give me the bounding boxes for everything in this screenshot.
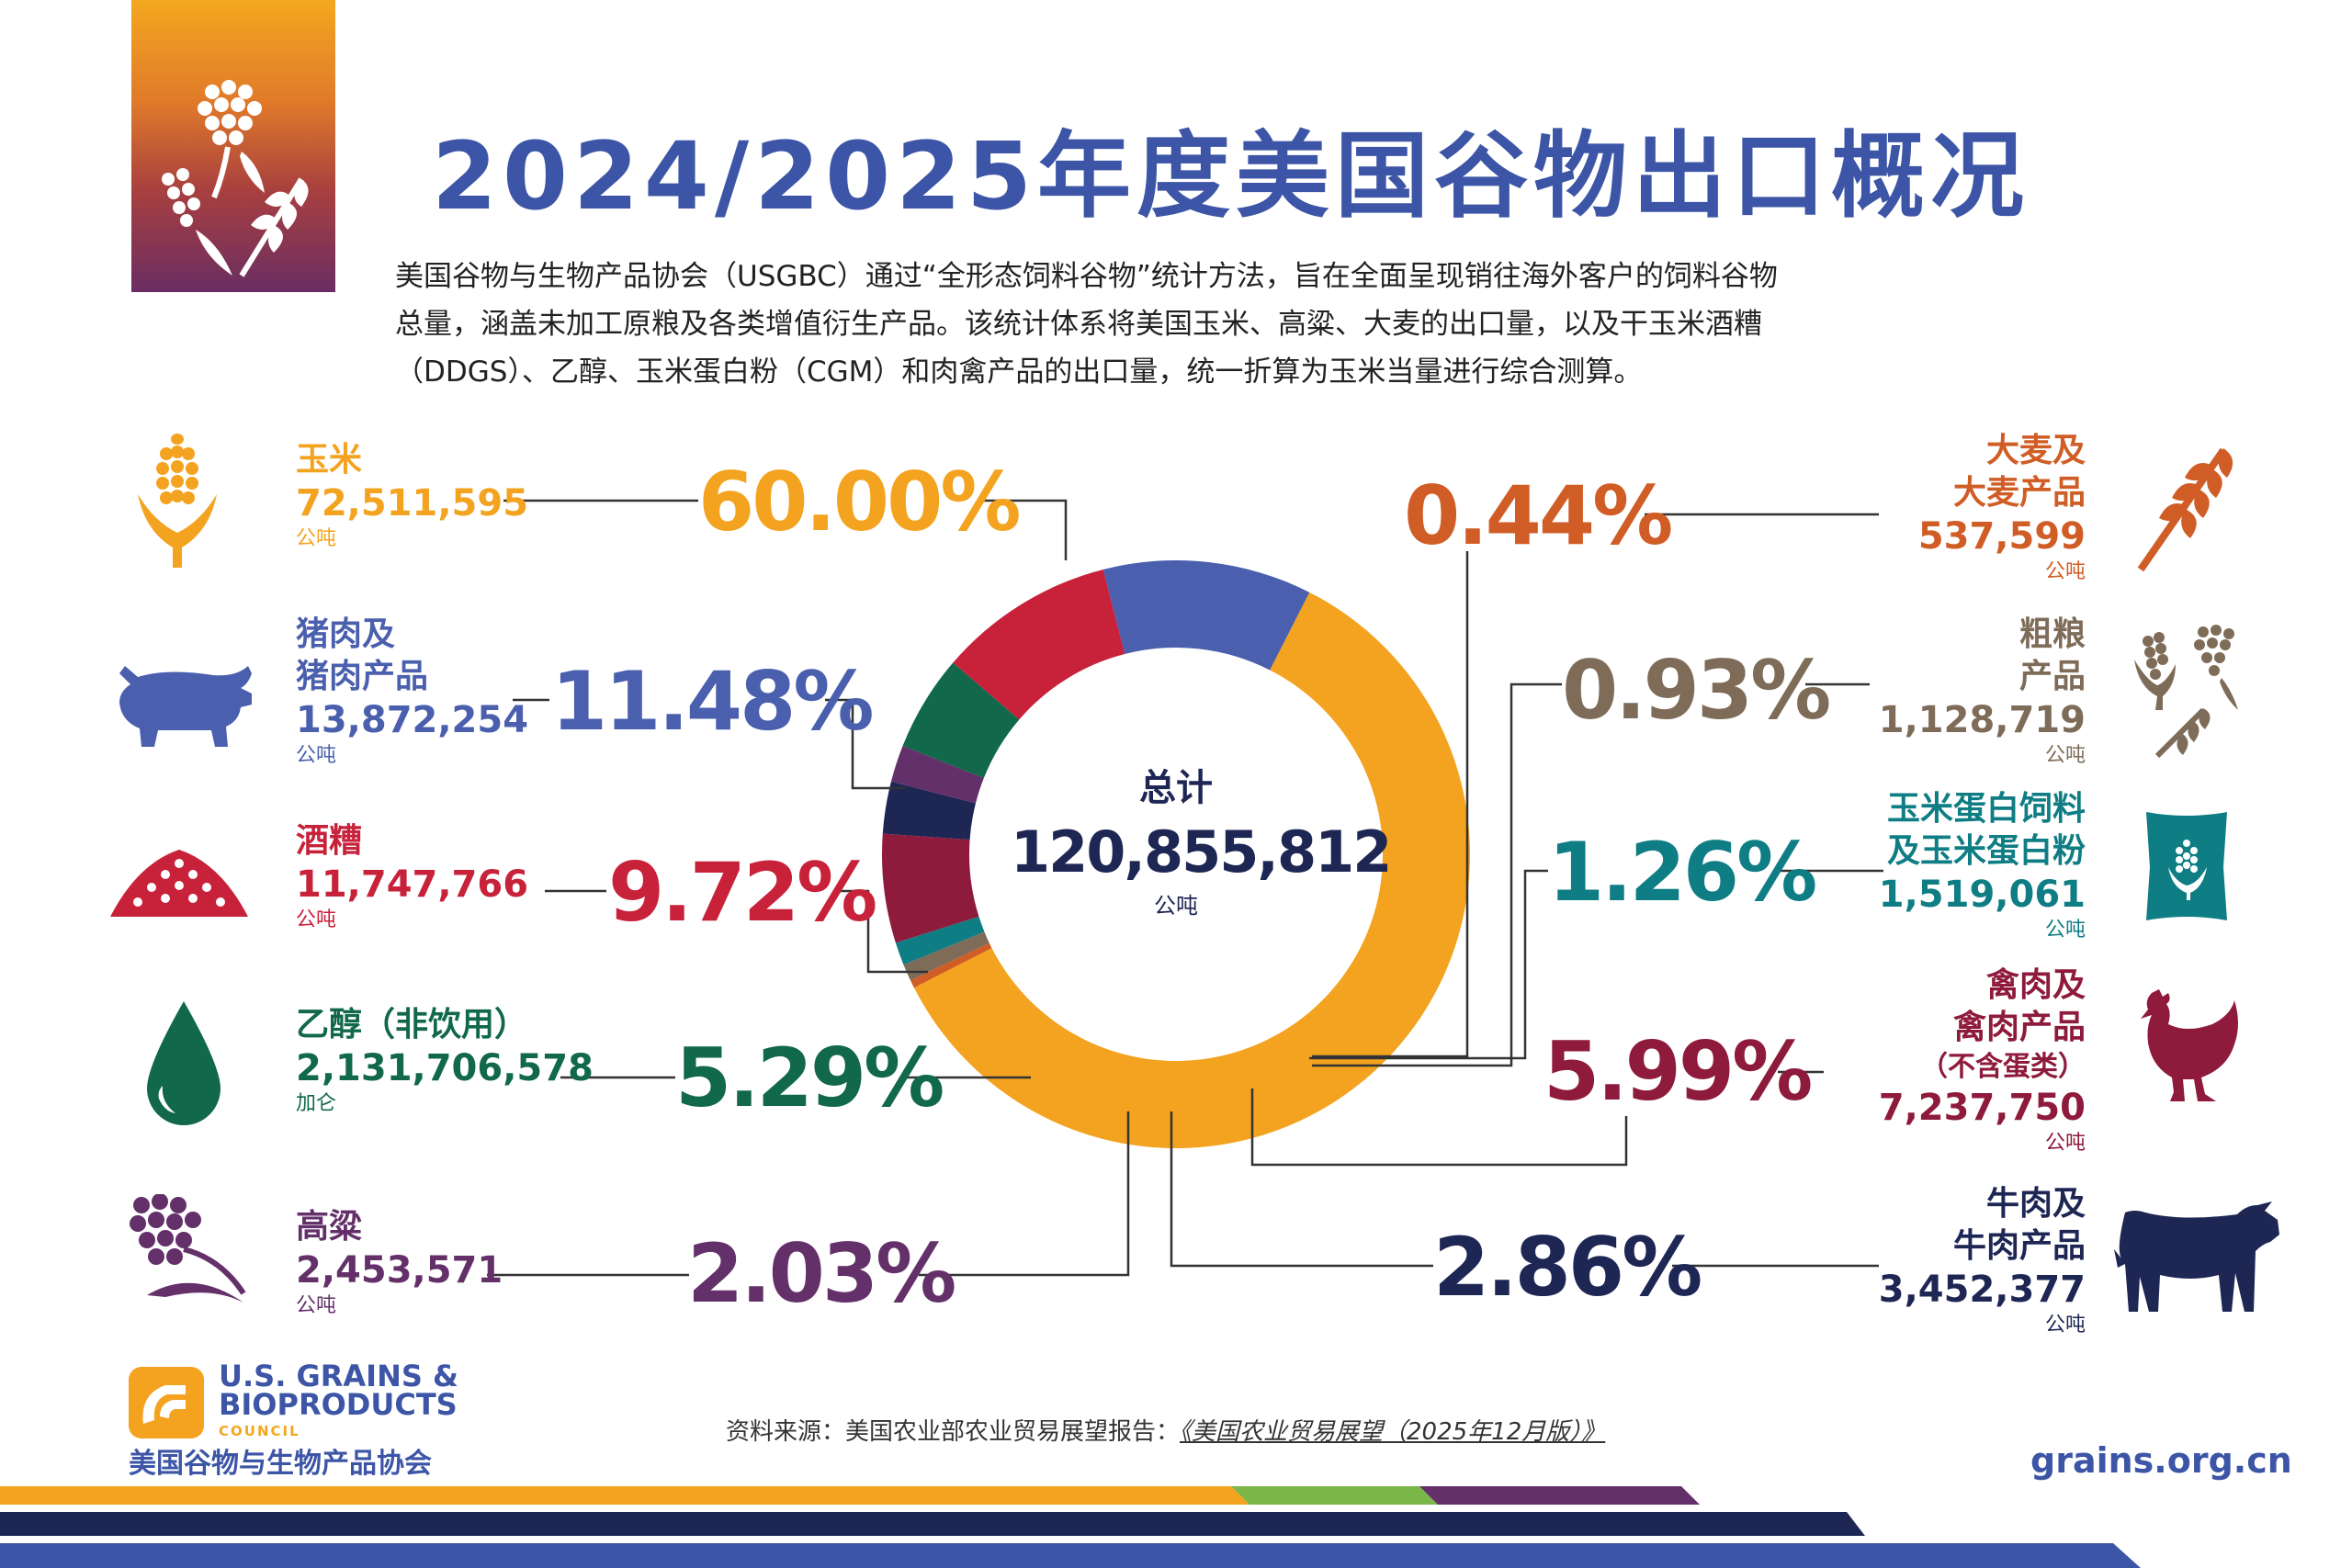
leader-line-barley bbox=[1312, 551, 1469, 1058]
grain-products-name-1: 粗粮 bbox=[2018, 615, 2086, 653]
cgf-name-2: 及玉米蛋白粉 bbox=[1886, 832, 2086, 870]
donut-slice bbox=[910, 942, 992, 988]
leader-line-beef bbox=[1170, 1111, 1433, 1268]
grain-logo-icon bbox=[162, 80, 309, 277]
barley-name-2: 大麦产品 bbox=[1952, 474, 2086, 512]
donut-slice bbox=[913, 592, 1470, 1148]
corn-percent: 60.00% bbox=[698, 455, 1022, 549]
leader-line-pork-2 bbox=[825, 698, 905, 790]
sorghum-icon bbox=[130, 1194, 246, 1303]
usgbc-logo-icon bbox=[129, 1367, 204, 1438]
leader-line-sorghum-2 bbox=[919, 1111, 1130, 1277]
intro-line: 美国谷物与生物产品协会（USGBC）通过“全形态饲料谷物”统计方法，旨在全面呈现… bbox=[395, 260, 1778, 293]
poultry-name-1: 禽肉及 bbox=[1985, 966, 2086, 1004]
cgf-unit: 公吨 bbox=[2044, 919, 2086, 942]
barley-name-1: 大麦及 bbox=[1985, 432, 2086, 469]
intro-paragraph: 美国谷物与生物产品协会（USGBC）通过“全形态饲料谷物”统计方法，旨在全面呈现… bbox=[395, 253, 2104, 396]
grain-products-percent: 0.93% bbox=[1562, 643, 1831, 738]
donut-slice bbox=[1102, 560, 1310, 671]
ddgs-name: 酒糟 bbox=[296, 822, 363, 860]
corn-name: 玉米 bbox=[296, 441, 363, 479]
cow-icon bbox=[2114, 1201, 2279, 1312]
corn-unit: 公吨 bbox=[296, 527, 337, 550]
ethanol-value: 2,131,706,578 bbox=[296, 1047, 594, 1089]
donut-slice bbox=[882, 781, 976, 840]
pork-name-2: 猪肉产品 bbox=[296, 658, 429, 695]
cgf-percent: 1.26% bbox=[1548, 825, 1817, 919]
droplet-icon bbox=[147, 1001, 220, 1125]
page-title: 2024/2025年度美国谷物出口概况 bbox=[432, 122, 2030, 231]
leader-line-corn-2 bbox=[983, 499, 1068, 560]
feed-bag-icon bbox=[2146, 812, 2227, 920]
beef-value: 3,452,377 bbox=[1878, 1269, 2086, 1311]
grain-products-value: 1,128,719 bbox=[1878, 699, 2086, 741]
bottom-stripes bbox=[0, 1486, 2141, 1568]
total-label: 总计 bbox=[1139, 767, 1213, 809]
pork-percent: 11.48% bbox=[551, 654, 875, 749]
pork-value: 13,872,254 bbox=[296, 699, 529, 741]
org-name-en-1: U.S. GRAINS & bbox=[219, 1359, 458, 1393]
poultry-value: 7,237,750 bbox=[1878, 1087, 2086, 1129]
intro-line: 总量，涵盖未加工原粮及各类增值衍生产品。该统计体系将美国玉米、高粱、大麦的出口量… bbox=[395, 308, 1762, 341]
leader-line-poultry bbox=[1250, 1089, 1628, 1167]
beef-unit: 公吨 bbox=[2044, 1314, 2086, 1337]
source-title-link[interactable]: 《美国农业贸易展望（2025年12月版）》 bbox=[1180, 1418, 1606, 1446]
org-name-cn: 美国谷物与生物产品协会 bbox=[129, 1448, 432, 1480]
sorghum-name: 高粱 bbox=[296, 1208, 363, 1246]
org-name-en: U.S. GRAINS & BIOPRODUCTS bbox=[219, 1359, 458, 1422]
donut-slice bbox=[882, 833, 979, 943]
ethanol-name: 乙醇（非饮用） bbox=[296, 1006, 528, 1043]
ethanol-percent: 5.29% bbox=[675, 1031, 944, 1125]
leader-line-cgf bbox=[1309, 869, 1548, 1060]
donut-slice bbox=[890, 746, 984, 804]
grain-products-unit: 公吨 bbox=[2044, 744, 2086, 767]
barley-unit: 公吨 bbox=[2044, 560, 2086, 583]
poultry-name-2: 禽肉产品 bbox=[1952, 1009, 2086, 1046]
total-unit: 公吨 bbox=[1154, 893, 1198, 919]
corn-icon bbox=[138, 434, 217, 568]
leader-line-ddgs-2 bbox=[838, 889, 928, 974]
logo-tile bbox=[131, 0, 335, 292]
source-prefix: 资料来源：美国农业部农业贸易展望报告： bbox=[726, 1418, 1181, 1446]
poultry-unit: 公吨 bbox=[2044, 1132, 2086, 1155]
pig-icon bbox=[119, 666, 252, 747]
chicken-icon bbox=[2141, 989, 2238, 1101]
ddgs-percent: 9.72% bbox=[608, 845, 877, 940]
pork-unit: 公吨 bbox=[296, 744, 337, 767]
beef-name-2: 牛肉产品 bbox=[1952, 1227, 2086, 1265]
poultry-name-3: （不含蛋类） bbox=[1920, 1051, 2086, 1083]
beef-percent: 2.86% bbox=[1433, 1220, 1702, 1314]
donut-slice bbox=[953, 569, 1125, 720]
barley-value: 537,599 bbox=[1917, 515, 2086, 558]
source-note: 资料来源：美国农业部农业贸易展望报告：《美国农业贸易展望（2025年12月版）》 bbox=[726, 1413, 1605, 1447]
org-name-en-2: BIOPRODUCTS bbox=[219, 1387, 458, 1422]
donut-slice bbox=[902, 662, 1020, 779]
ddgs-unit: 公吨 bbox=[296, 908, 337, 931]
intro-line: （DDGS）、乙醇、玉米蛋白粉（CGM）和肉禽产品的出口量，统一折算为玉米当量进… bbox=[395, 355, 1643, 389]
donut-slice bbox=[895, 916, 985, 965]
cgf-name-1: 玉米蛋白饲料 bbox=[1886, 790, 2086, 828]
sorghum-value: 2,453,571 bbox=[296, 1249, 503, 1292]
corn-value: 72,511,595 bbox=[296, 482, 529, 525]
sorghum-unit: 公吨 bbox=[296, 1294, 337, 1317]
barley-icon bbox=[2137, 447, 2233, 572]
cgf-value: 1,519,061 bbox=[1878, 874, 2086, 916]
leader-line-grain bbox=[1312, 682, 1562, 1067]
grain-products-name-2: 产品 bbox=[2018, 658, 2086, 695]
total-value: 120,855,812 bbox=[1011, 818, 1392, 886]
website-link[interactable]: grains.org.cn bbox=[2030, 1440, 2292, 1481]
donut-center-total: 总计 120,855,812 公吨 bbox=[1011, 758, 1392, 919]
barley-percent: 0.44% bbox=[1404, 468, 1673, 563]
grain-pile-icon bbox=[110, 850, 248, 917]
mixed-grains-icon bbox=[2134, 625, 2238, 759]
pork-name-1: 猪肉及 bbox=[296, 615, 396, 653]
beef-name-1: 牛肉及 bbox=[1985, 1185, 2086, 1223]
org-name-council: COUNCIL bbox=[219, 1423, 300, 1439]
ddgs-value: 11,747,766 bbox=[296, 863, 529, 906]
poultry-percent: 5.99% bbox=[1544, 1024, 1813, 1119]
donut-slice bbox=[903, 931, 989, 981]
sorghum-percent: 2.03% bbox=[687, 1226, 956, 1321]
ethanol-unit: 加仑 bbox=[296, 1092, 337, 1115]
